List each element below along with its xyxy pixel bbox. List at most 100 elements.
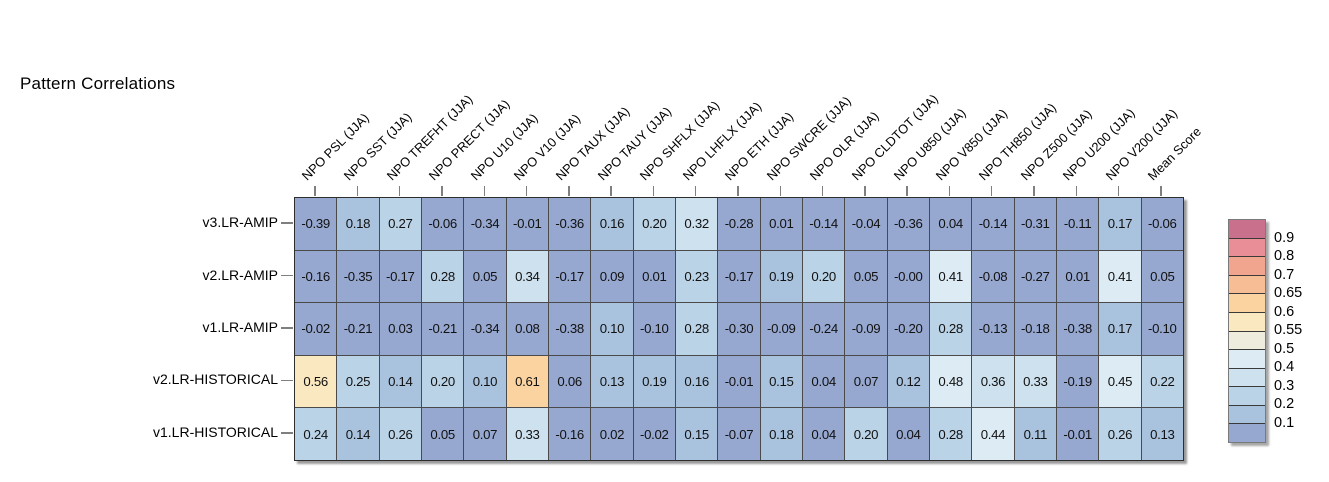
row-label: v1.LR-AMIP — [202, 319, 278, 335]
heatmap-cell: -0.20 — [887, 303, 929, 355]
heatmap-cell: -0.04 — [845, 198, 887, 250]
heatmap-cell: 0.15 — [675, 408, 718, 460]
heatmap-cell: -0.17 — [718, 250, 760, 303]
heatmap-cell: 0.33 — [1014, 355, 1056, 408]
legend-boundary-label: 0.55 — [1274, 322, 1303, 338]
column-tick — [737, 186, 739, 196]
heatmap-cell: 0.04 — [887, 408, 929, 460]
heatmap-cell: 0.09 — [591, 250, 633, 303]
heatmap-cell: 0.27 — [379, 198, 421, 250]
color-legend — [1228, 219, 1266, 443]
legend-band — [1229, 331, 1265, 350]
heatmap-cell: 0.01 — [760, 198, 802, 250]
heatmap-cell: 0.10 — [464, 355, 506, 408]
column-tick — [525, 186, 528, 196]
heatmap-cell: 0.04 — [802, 355, 845, 408]
heatmap-cell: -0.13 — [972, 303, 1014, 355]
heatmap-cell: -0.11 — [1056, 198, 1099, 250]
heatmap-cell: 0.07 — [464, 408, 506, 460]
heatmap-cell: 0.13 — [1141, 408, 1183, 460]
row-label: v2.LR-AMIP — [202, 266, 278, 283]
legend-band — [1229, 220, 1265, 238]
heatmap-cell: -0.36 — [548, 198, 591, 250]
legend-boundary-label: 0.4 — [1274, 359, 1295, 375]
heatmap-cell: -0.24 — [802, 303, 845, 355]
column-tick — [483, 186, 486, 196]
column-tick — [652, 186, 655, 196]
column-tick — [864, 186, 866, 196]
heatmap-cell: -0.39 — [295, 198, 337, 250]
heatmap-cell: 0.28 — [929, 408, 972, 460]
heatmap-cell: 0.19 — [633, 355, 675, 408]
heatmap-cell: -0.09 — [845, 303, 887, 355]
heatmap-cell: -0.01 — [506, 198, 548, 250]
heatmap-cell: 0.07 — [845, 355, 887, 408]
heatmap-cell: 0.16 — [675, 355, 718, 408]
heatmap-cell: 0.15 — [760, 355, 802, 408]
column-tick — [398, 186, 401, 196]
heatmap-cell: -0.16 — [548, 408, 591, 460]
heatmap-cell: 0.16 — [591, 198, 633, 250]
heatmap-cell: -0.07 — [718, 408, 760, 460]
heatmap-cell: -0.17 — [379, 250, 421, 303]
heatmap-cell: 0.20 — [845, 408, 887, 460]
column-tick — [1117, 186, 1120, 196]
column-tick — [948, 186, 951, 196]
heatmap-cell: -0.21 — [337, 303, 379, 355]
legend-boundary-label: 0.9 — [1274, 229, 1295, 246]
heatmap-cell: 0.19 — [760, 250, 802, 303]
heatmap-cell: -0.16 — [295, 250, 337, 303]
legend-band — [1229, 405, 1265, 424]
heatmap-cell: 0.23 — [675, 250, 718, 303]
heatmap-cell: 0.45 — [1099, 355, 1141, 408]
heatmap-cell: -0.30 — [718, 303, 760, 355]
row-tick — [281, 274, 293, 277]
legend-boundary-label: 0.5 — [1274, 340, 1295, 357]
heatmap-cell: 0.05 — [421, 408, 464, 460]
heatmap-cell: -0.27 — [1014, 250, 1056, 303]
heatmap-cell: 0.41 — [929, 250, 972, 303]
heatmap-cell: 0.44 — [972, 408, 1014, 460]
row-tick — [281, 327, 293, 329]
heatmap-cell: 0.28 — [421, 250, 464, 303]
legend-boundary-label: 0.1 — [1274, 414, 1295, 431]
heatmap-cell: 0.01 — [1056, 250, 1099, 303]
legend-boundary-label: 0.2 — [1274, 396, 1295, 412]
heatmap-cell: -0.02 — [295, 303, 337, 355]
heatmap-cell: -0.08 — [972, 250, 1014, 303]
heatmap-cell: 0.28 — [675, 303, 718, 355]
heatmap-cell: 0.06 — [548, 355, 591, 408]
heatmap-cell: -0.01 — [718, 355, 760, 408]
heatmap-cell: 0.05 — [464, 250, 506, 303]
column-label: NPO TAUY (JJA) — [594, 103, 675, 184]
heatmap-cell: 0.14 — [379, 355, 421, 408]
legend-band — [1229, 424, 1265, 442]
heatmap-cell: -0.01 — [1056, 408, 1099, 460]
heatmap-cell: -0.38 — [1056, 303, 1099, 355]
chart-title: Pattern Correlations — [20, 74, 176, 93]
heatmap-cell: -0.18 — [1014, 303, 1056, 355]
heatmap-cell: 0.34 — [506, 250, 548, 303]
heatmap-cell: 0.22 — [1141, 355, 1183, 408]
heatmap-cell: -0.19 — [1056, 355, 1099, 408]
column-tick — [1075, 186, 1078, 196]
heatmap-grid: -0.39 0.18 0.27 -0.06 -0.34 -0.01 -0.36 0.16 0.2… — [294, 197, 1184, 461]
heatmap-cell: 0.20 — [633, 198, 675, 250]
heatmap-cell: -0.34 — [464, 303, 506, 355]
column-tick — [779, 186, 782, 196]
row-tick — [281, 432, 293, 434]
column-tick — [441, 186, 443, 196]
legend-boundary-label: 0.3 — [1274, 377, 1295, 394]
column-label: NPO TAUX (JJA) — [552, 103, 633, 184]
heatmap-cell: -0.10 — [633, 303, 675, 355]
legend-band — [1229, 350, 1265, 368]
heatmap-cell: 0.26 — [1099, 408, 1141, 460]
heatmap-cell: -0.36 — [887, 198, 929, 250]
heatmap-cell: 0.26 — [379, 408, 421, 460]
heatmap-cell: 0.05 — [845, 250, 887, 303]
heatmap-cell: 0.17 — [1099, 198, 1141, 250]
column-tick — [314, 186, 316, 196]
heatmap-cell: -0.28 — [718, 198, 760, 250]
legend-band — [1229, 312, 1265, 331]
